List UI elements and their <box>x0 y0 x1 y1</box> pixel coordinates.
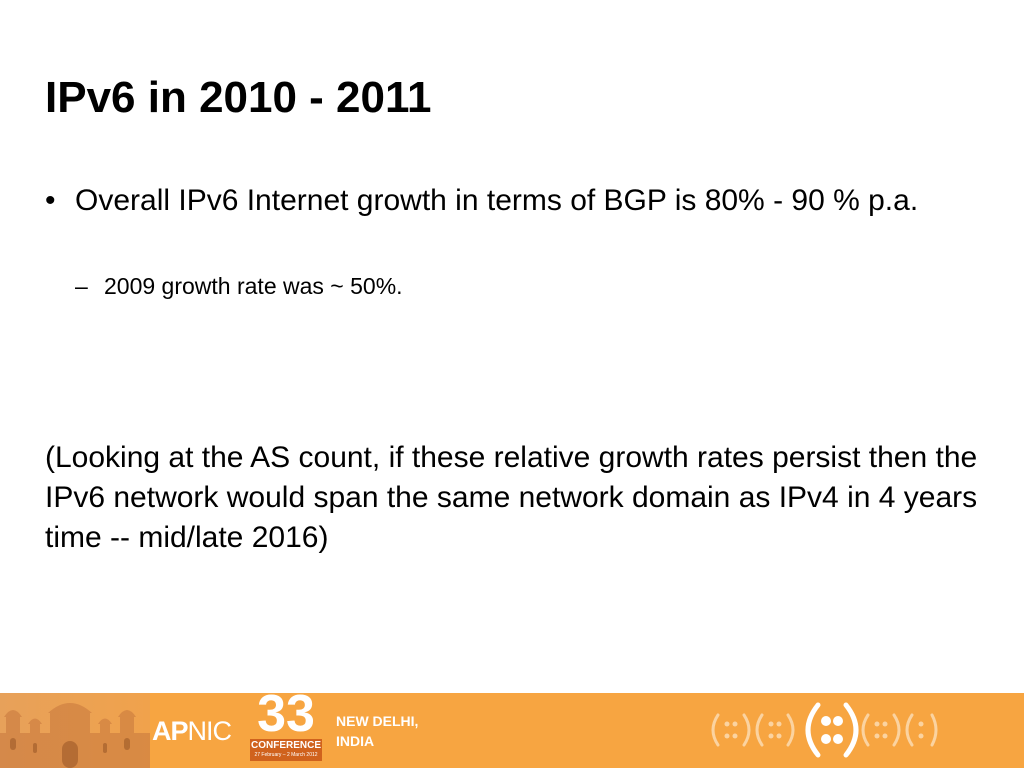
conference-location: NEW DELHI, INDIA <box>336 711 418 751</box>
conference-number: 33 <box>257 693 315 743</box>
conference-dates: 27 February – 2 March 2012 <box>254 752 318 758</box>
slide-title: IPv6 in 2010 - 2011 <box>45 73 432 122</box>
conference-badge: 33 CONFERENCE 27 February – 2 March 2012 <box>250 693 322 768</box>
bullet-text: Overall IPv6 Internet growth in terms of… <box>75 184 919 217</box>
conference-footer: APNIC 33 CONFERENCE 27 February – 2 Marc… <box>0 693 1024 768</box>
bullet-item: • Overall IPv6 Internet growth in terms … <box>45 183 985 219</box>
bullet-marker: • <box>45 184 56 217</box>
conference-label: CONFERENCE <box>250 740 321 751</box>
location-city: NEW DELHI, <box>336 713 419 729</box>
sub-bullet-marker: – <box>75 273 88 299</box>
ipv6-colon-pattern-icon <box>711 702 938 758</box>
sub-bullet-item: – 2009 growth rate was ~ 50%. <box>75 271 975 301</box>
location-country: INDIA <box>336 733 375 749</box>
apnic-logo-bold: AP <box>152 716 189 746</box>
sub-bullet-text: 2009 growth rate was ~ 50%. <box>104 273 403 299</box>
conference-label-bar <box>250 739 322 761</box>
monument-silhouette-icon <box>0 703 150 768</box>
apnic-logo-light: NIC <box>187 716 232 746</box>
apnic-logo: APNIC <box>152 711 232 751</box>
body-paragraph: (Looking at the AS count, if these relat… <box>45 441 978 554</box>
